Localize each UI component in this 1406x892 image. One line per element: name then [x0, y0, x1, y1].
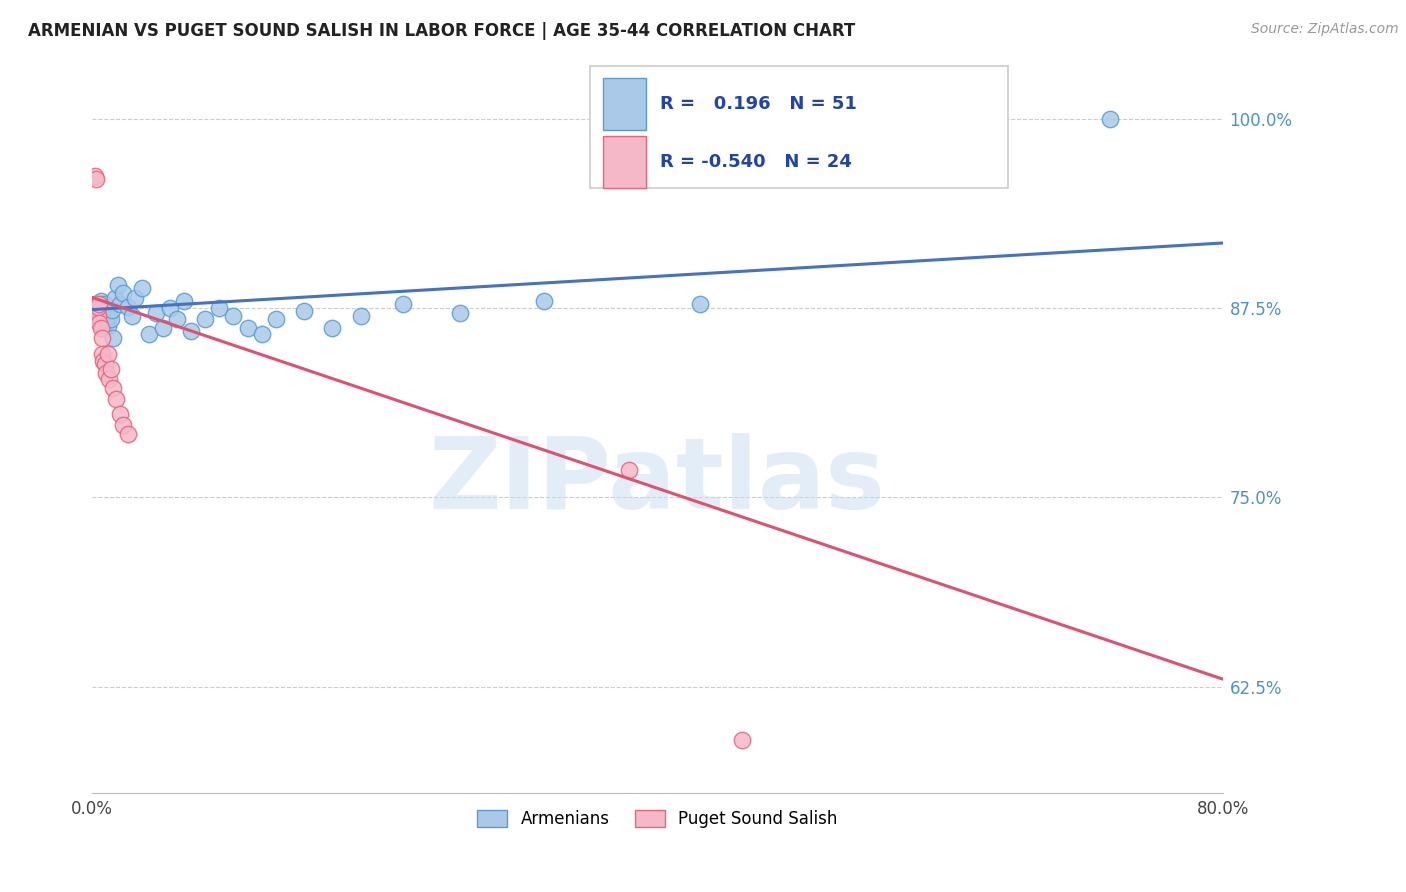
- Point: [93, 300, 115, 314]
- Point: [86, 309, 108, 323]
- Point: [264, 311, 287, 326]
- Point: [121, 309, 143, 323]
- Point: [91, 331, 114, 345]
- Point: [145, 305, 167, 319]
- Point: [104, 291, 127, 305]
- Point: [208, 301, 231, 315]
- Point: [159, 301, 181, 315]
- Point: [91, 346, 114, 360]
- Point: [110, 296, 132, 310]
- Point: [93, 354, 115, 368]
- Point: [166, 311, 188, 326]
- Text: R =   0.196   N = 51: R = 0.196 N = 51: [659, 95, 856, 113]
- Point: [84, 304, 107, 318]
- Point: [152, 320, 174, 334]
- Point: [84, 301, 107, 315]
- Point: [87, 300, 110, 314]
- Point: [117, 426, 139, 441]
- Text: Source: ZipAtlas.com: Source: ZipAtlas.com: [1251, 22, 1399, 37]
- Point: [533, 293, 555, 308]
- Point: [236, 320, 259, 334]
- Point: [100, 361, 122, 376]
- Point: [117, 300, 139, 314]
- Point: [180, 324, 202, 338]
- Point: [731, 732, 754, 747]
- Point: [112, 285, 135, 300]
- Point: [1098, 112, 1121, 126]
- Point: [86, 172, 108, 186]
- FancyBboxPatch shape: [603, 78, 647, 130]
- Point: [89, 296, 111, 310]
- Point: [103, 331, 125, 345]
- Point: [93, 320, 115, 334]
- Point: [98, 372, 121, 386]
- Point: [84, 169, 107, 184]
- Text: ARMENIAN VS PUGET SOUND SALISH IN LABOR FORCE | AGE 35-44 CORRELATION CHART: ARMENIAN VS PUGET SOUND SALISH IN LABOR …: [28, 22, 855, 40]
- Point: [98, 309, 121, 323]
- Point: [105, 392, 128, 406]
- Point: [97, 319, 120, 334]
- Point: [101, 302, 124, 317]
- FancyBboxPatch shape: [603, 136, 647, 188]
- Point: [321, 320, 343, 334]
- Point: [103, 381, 125, 395]
- Point: [83, 300, 105, 314]
- Text: R = -0.540   N = 24: R = -0.540 N = 24: [659, 153, 852, 171]
- Text: ZIPatlas: ZIPatlas: [429, 433, 886, 530]
- Point: [94, 357, 117, 371]
- Point: [83, 300, 105, 314]
- Point: [84, 301, 107, 315]
- Point: [112, 417, 135, 432]
- Point: [90, 320, 112, 334]
- Point: [96, 315, 118, 329]
- Point: [107, 278, 129, 293]
- Point: [124, 291, 146, 305]
- FancyBboxPatch shape: [589, 65, 1008, 188]
- Point: [89, 310, 111, 325]
- Point: [449, 305, 471, 319]
- Point: [97, 346, 120, 360]
- Point: [110, 407, 132, 421]
- Point: [96, 366, 118, 380]
- Point: [689, 296, 711, 310]
- Point: [91, 307, 114, 321]
- Point: [131, 281, 153, 295]
- Point: [392, 296, 415, 310]
- Point: [100, 311, 122, 326]
- Point: [87, 298, 110, 312]
- Point: [91, 316, 114, 330]
- Legend: Armenians, Puget Sound Salish: Armenians, Puget Sound Salish: [470, 801, 846, 837]
- Point: [87, 305, 110, 319]
- Point: [194, 311, 217, 326]
- Point: [89, 316, 111, 330]
- Point: [350, 309, 373, 323]
- Point: [222, 309, 245, 323]
- Point: [94, 296, 117, 310]
- Point: [173, 293, 195, 308]
- Point: [90, 293, 112, 308]
- Point: [89, 301, 111, 315]
- Point: [617, 463, 640, 477]
- Point: [86, 296, 108, 310]
- Point: [87, 309, 110, 323]
- Point: [90, 302, 112, 317]
- Point: [138, 326, 160, 341]
- Point: [292, 304, 315, 318]
- Point: [250, 326, 273, 341]
